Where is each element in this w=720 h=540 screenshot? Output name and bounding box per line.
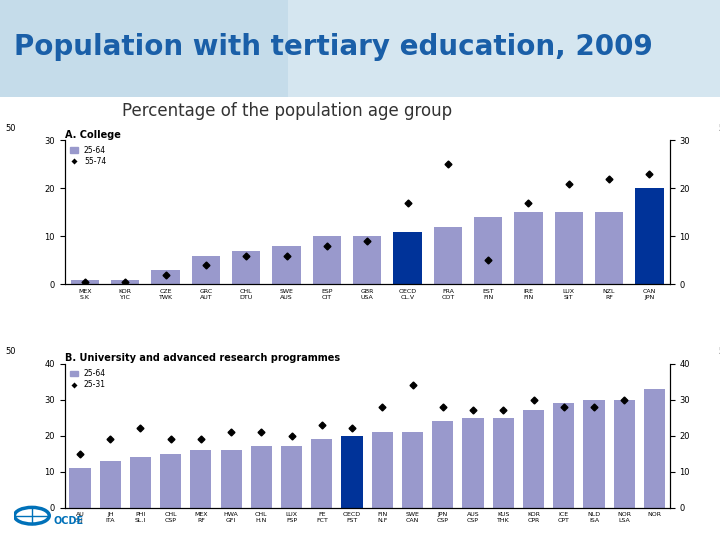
Text: B. University and advanced research programmes: B. University and advanced research prog…: [65, 353, 340, 363]
Bar: [160, 454, 181, 508]
Bar: [432, 421, 454, 508]
Bar: [492, 417, 514, 508]
Bar: [311, 439, 333, 508]
Bar: [635, 188, 664, 285]
Text: 50: 50: [5, 124, 16, 133]
Bar: [232, 251, 261, 285]
Text: Population with tertiary education, 2009: Population with tertiary education, 2009: [14, 32, 653, 60]
Text: 50: 50: [719, 347, 720, 356]
Bar: [523, 410, 544, 508]
Bar: [341, 436, 363, 508]
Bar: [595, 212, 624, 285]
Bar: [220, 450, 242, 508]
Bar: [372, 432, 393, 508]
Bar: [288, 0, 720, 97]
Bar: [151, 270, 180, 285]
Bar: [99, 461, 121, 508]
Bar: [71, 280, 99, 285]
Bar: [353, 237, 382, 285]
Bar: [554, 212, 583, 285]
Bar: [190, 450, 212, 508]
Bar: [272, 246, 301, 285]
Bar: [192, 255, 220, 285]
Bar: [312, 237, 341, 285]
Bar: [402, 432, 423, 508]
Bar: [69, 468, 91, 508]
Bar: [130, 457, 151, 508]
Text: 50: 50: [5, 347, 16, 356]
Bar: [644, 389, 665, 508]
Bar: [583, 400, 605, 508]
Bar: [433, 227, 462, 285]
Text: OCDE: OCDE: [54, 516, 84, 526]
Bar: [474, 217, 503, 285]
Text: 50: 50: [719, 124, 720, 133]
Text: Percentage of the population age group: Percentage of the population age group: [122, 102, 453, 120]
Legend: 25-64, 55-74: 25-64, 55-74: [68, 144, 108, 167]
Bar: [251, 447, 272, 508]
Bar: [613, 400, 635, 508]
Bar: [111, 280, 140, 285]
Bar: [553, 403, 575, 508]
Bar: [462, 417, 484, 508]
Legend: 25-64, 25-31: 25-64, 25-31: [68, 367, 107, 391]
Bar: [281, 447, 302, 508]
Bar: [514, 212, 543, 285]
Text: A. College: A. College: [65, 130, 121, 140]
Bar: [393, 232, 422, 285]
